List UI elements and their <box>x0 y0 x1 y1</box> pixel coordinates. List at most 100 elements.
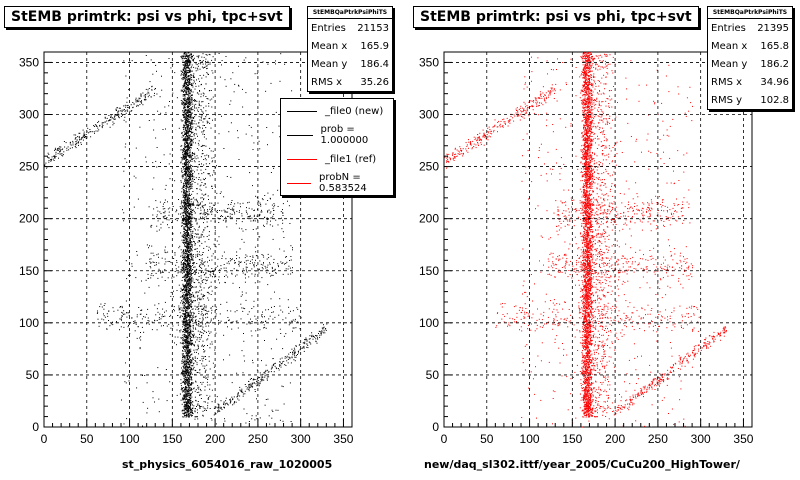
data-point <box>189 160 191 162</box>
data-point <box>185 55 187 57</box>
data-point <box>185 315 187 317</box>
data-point <box>186 339 188 341</box>
data-point <box>184 319 186 321</box>
data-point <box>209 202 211 204</box>
data-point <box>181 225 183 226</box>
data-point <box>191 216 193 218</box>
data-point <box>188 326 190 328</box>
data-point <box>277 206 279 207</box>
data-point <box>186 401 188 403</box>
data-point <box>207 60 209 62</box>
data-point <box>184 75 186 77</box>
data-point <box>231 213 233 215</box>
data-point <box>185 62 187 64</box>
data-point <box>124 104 126 106</box>
data-point <box>197 67 199 69</box>
data-point <box>189 276 191 278</box>
data-point <box>208 310 210 312</box>
data-point <box>186 103 187 105</box>
data-point <box>187 212 189 214</box>
data-point <box>179 330 181 332</box>
data-point <box>219 282 220 284</box>
data-point <box>204 179 205 181</box>
data-point <box>186 323 188 325</box>
data-point <box>190 174 192 176</box>
data-point <box>247 313 249 315</box>
data-point <box>182 202 184 204</box>
data-point <box>184 163 186 165</box>
data-point <box>187 328 188 330</box>
data-point <box>191 342 193 344</box>
data-point <box>184 360 186 362</box>
data-point <box>185 203 187 204</box>
data-point <box>198 386 200 388</box>
data-point <box>185 173 186 175</box>
data-point <box>197 241 199 243</box>
data-point <box>251 208 253 210</box>
data-point <box>180 56 182 58</box>
data-point <box>209 117 211 119</box>
data-point <box>204 330 206 332</box>
data-point <box>263 324 265 326</box>
data-point <box>185 320 187 322</box>
data-point <box>200 390 202 392</box>
data-point <box>189 264 191 266</box>
data-point <box>187 255 189 257</box>
data-point <box>190 231 192 233</box>
data-point <box>185 108 187 110</box>
data-point <box>202 298 204 300</box>
data-point <box>207 265 209 267</box>
data-point <box>238 218 240 220</box>
data-point <box>250 260 251 262</box>
data-point <box>189 89 190 91</box>
data-point <box>192 152 193 154</box>
data-point <box>191 273 192 275</box>
data-point <box>188 415 190 417</box>
data-point <box>191 388 193 390</box>
data-point <box>192 230 194 232</box>
data-point <box>263 226 265 227</box>
data-point <box>191 379 193 381</box>
data-point <box>147 278 149 279</box>
data-point <box>184 269 186 271</box>
data-point <box>183 381 185 383</box>
data-point <box>144 99 146 101</box>
data-point <box>188 109 190 111</box>
data-point <box>209 147 211 149</box>
data-point <box>193 133 195 135</box>
data-point <box>186 79 188 81</box>
data-point <box>189 131 191 132</box>
data-point <box>186 235 188 237</box>
data-point <box>186 344 188 346</box>
data-point <box>183 399 184 401</box>
data-point <box>184 350 186 352</box>
data-point <box>185 86 187 88</box>
data-point <box>186 119 188 121</box>
data-point <box>197 401 199 402</box>
data-point <box>198 323 200 325</box>
data-point <box>211 208 213 210</box>
data-point <box>108 115 110 116</box>
data-point <box>264 265 266 267</box>
data-point <box>188 116 190 117</box>
data-point <box>203 376 205 378</box>
data-point <box>189 225 191 227</box>
data-point <box>195 286 197 288</box>
data-point <box>186 281 188 283</box>
data-point <box>186 389 188 391</box>
data-point <box>282 209 283 211</box>
data-point <box>212 362 214 364</box>
data-point <box>283 250 285 252</box>
data-point <box>119 318 121 320</box>
data-point <box>180 337 182 339</box>
data-point <box>186 390 188 392</box>
data-point <box>189 109 191 111</box>
data-point <box>184 315 185 317</box>
data-point <box>135 323 137 325</box>
data-point <box>180 264 182 266</box>
data-point <box>191 353 193 355</box>
data-point <box>182 56 184 58</box>
data-point <box>196 233 197 235</box>
data-point <box>187 392 189 394</box>
data-point <box>191 334 193 336</box>
